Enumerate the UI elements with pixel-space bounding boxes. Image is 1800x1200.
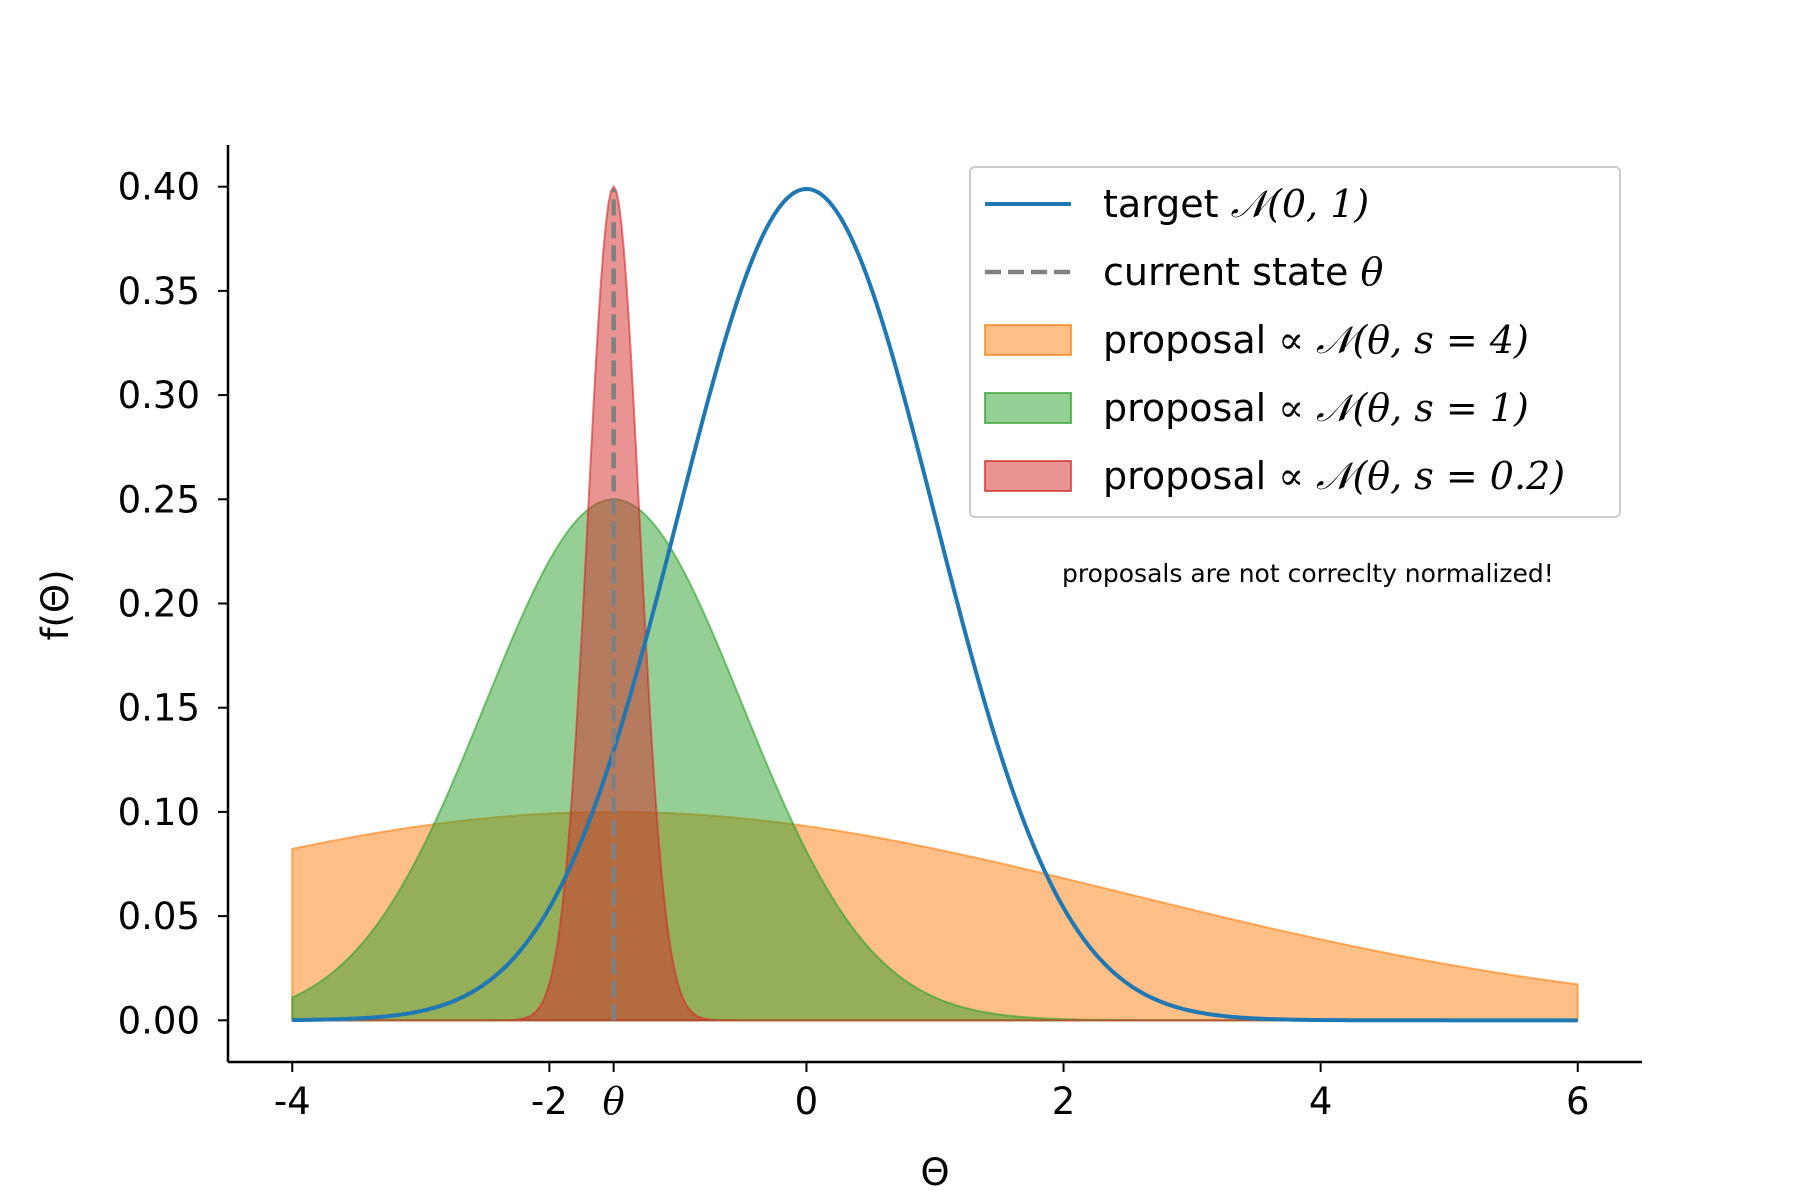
legend-marker-patch (984, 392, 1072, 424)
series-layer (291, 184, 1579, 1023)
y-tick-label: 0.25 (118, 478, 200, 521)
y-tick-label: 0.10 (118, 791, 200, 834)
x-tick-label: 2 (1052, 1080, 1076, 1123)
y-tick-label: 0.00 (118, 999, 200, 1042)
y-tick-label: 0.15 (118, 687, 200, 730)
x-axis-label: Θ (920, 1151, 949, 1194)
y-tick-label: 0.35 (118, 270, 200, 313)
legend-entry-label: proposal ∝ 𝒩(θ, s = 4) (1103, 318, 1529, 362)
ticks-layer: -4 -2 θ 0 2 4 6 0.00 0.05 0.10 0.15 0.20 0.25 0.30 0.3… (118, 166, 1590, 1123)
target-density-line (292, 186, 1578, 1023)
y-axis-label: f(Θ) (34, 569, 77, 640)
x-tick-label: -2 (531, 1080, 568, 1123)
y-tick-label: 0.05 (118, 895, 200, 938)
x-tick-label: 4 (1309, 1080, 1333, 1123)
legend-entries: target 𝒩(0, 1) current state θ proposal ∝ … (984, 182, 1565, 498)
legend-marker-patch (984, 324, 1072, 356)
annotation-note: proposals are not correclty normalized! (1062, 559, 1554, 588)
legend-entry-label: proposal ∝ 𝒩(θ, s = 0.2) (1103, 454, 1565, 498)
legend-entry-label: proposal ∝ 𝒩(θ, s = 1) (1103, 386, 1529, 430)
y-tick-label: 0.40 (118, 166, 200, 209)
x-tick-label: -4 (274, 1080, 311, 1123)
x-tick-label: 6 (1566, 1080, 1590, 1123)
legend: target 𝒩(0, 1) current state θ proposal ∝ … (969, 166, 1621, 518)
legend-frame (969, 166, 1621, 518)
legend-marker-patch (984, 460, 1072, 492)
legend-entry-label: target 𝒩(0, 1) (1103, 182, 1369, 226)
legend-entry-label: current state θ (1103, 250, 1384, 294)
x-tick-label: 0 (795, 1080, 819, 1123)
y-tick-label: 0.30 (118, 374, 200, 417)
y-tick-label: 0.20 (118, 583, 200, 626)
x-tick-label: θ (602, 1080, 624, 1123)
